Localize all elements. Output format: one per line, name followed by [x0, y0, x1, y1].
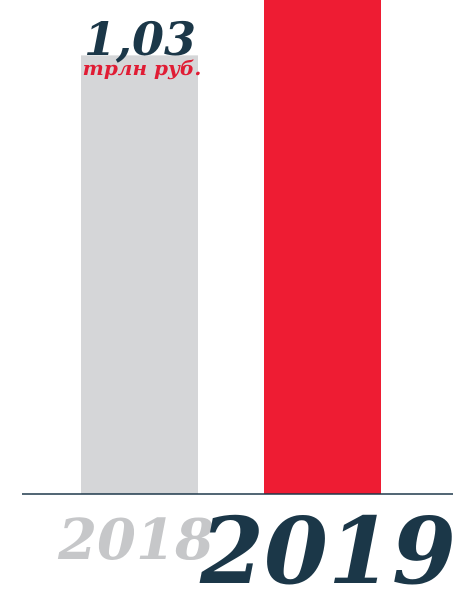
value-label-2018: 1,03 — [84, 12, 196, 66]
bar-2018 — [81, 55, 198, 495]
bars-group — [81, 0, 381, 495]
year-label-2018: 2018 — [57, 507, 214, 573]
unit-label: трлн руб. — [83, 56, 202, 80]
year-label-2019: 2019 — [199, 497, 453, 589]
bar-2019 — [264, 0, 381, 494]
